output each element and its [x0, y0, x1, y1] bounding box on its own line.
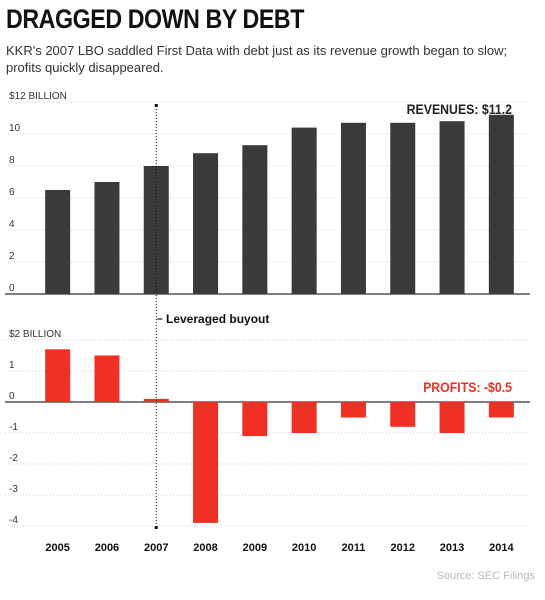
year-label-2014: 2014 — [489, 542, 514, 554]
profit-bar-2006 — [94, 355, 120, 402]
revenue-y-tick-label: 8 — [9, 155, 15, 166]
year-tick-labels: 2005 2006 2007 2008 2009 2010 2011 2012 2013 2014 — [45, 542, 514, 554]
profit-tick-labels: $2 BILLION 1 0 -1 -2 -3 -4 — [9, 329, 61, 526]
year-label-2013: 2013 — [440, 542, 464, 554]
profit-bar-2008 — [193, 402, 219, 523]
revenue-y-tick-label: $12 BILLION — [9, 91, 67, 102]
lbo-annotation-line-bottom-cap — [154, 526, 158, 529]
revenue-bar-2005 — [45, 190, 71, 294]
profit-y-tick-label: $2 BILLION — [9, 329, 61, 340]
revenue-y-tick-label: 2 — [9, 251, 15, 262]
revenue-bar-2009 — [242, 145, 268, 294]
profit-series-label: PROFITS: -$0.5 — [423, 379, 512, 395]
profit-bar-2014 — [488, 402, 514, 418]
profit-y-tick-label: 0 — [9, 391, 15, 402]
source-note: Source: SEC Filings — [436, 570, 535, 582]
year-label-2011: 2011 — [342, 542, 366, 554]
profit-y-tick-label: -2 — [9, 453, 18, 464]
revenue-y-tick-label: 6 — [9, 187, 15, 198]
lbo-annotation-line-top-cap — [154, 104, 158, 107]
revenue-bar-2013 — [439, 121, 465, 294]
profit-bar-2005 — [45, 349, 71, 402]
year-label-2012: 2012 — [391, 542, 415, 554]
profit-y-tick-label: -3 — [9, 484, 18, 495]
year-label-2009: 2009 — [243, 542, 267, 554]
profit-y-tick-label: -4 — [9, 515, 18, 526]
revenue-series-label: REVENUES: $11.2 — [407, 101, 512, 117]
profit-bar-2013 — [439, 402, 465, 433]
lbo-annotation-label: Leveraged buyout — [166, 312, 269, 326]
revenue-bar-2012 — [390, 122, 416, 294]
year-label-2006: 2006 — [95, 542, 119, 554]
profit-y-tick-label: 1 — [9, 360, 15, 371]
revenue-y-tick-label: 4 — [9, 219, 15, 230]
revenue-y-tick-label: 10 — [9, 123, 21, 134]
revenue-y-tick-label: 0 — [9, 283, 15, 294]
revenue-bars — [45, 114, 514, 294]
revenue-tick-labels: $12 BILLION 10 8 6 4 2 0 — [9, 91, 67, 294]
revenue-bar-2011 — [340, 122, 366, 294]
chart-subtitle: KKR's 2007 LBO saddled First Data with d… — [6, 43, 508, 75]
profit-bar-2011 — [340, 402, 366, 418]
revenue-bar-2006 — [94, 182, 120, 294]
profit-bar-2009 — [242, 402, 268, 437]
revenue-bar-2008 — [193, 153, 219, 294]
year-label-2005: 2005 — [45, 542, 69, 554]
lbo-annotation-group — [154, 104, 163, 529]
revenue-bar-2010 — [291, 127, 317, 294]
profit-y-tick-label: -1 — [9, 422, 18, 433]
profit-bars — [45, 349, 514, 523]
revenue-bar-2014 — [488, 114, 514, 294]
profit-bar-2010 — [291, 402, 317, 433]
year-label-2008: 2008 — [193, 542, 217, 554]
year-label-2010: 2010 — [292, 542, 316, 554]
chart-title: DRAGGED DOWN BY DEBT — [6, 4, 305, 34]
year-label-2007: 2007 — [144, 542, 168, 554]
profit-bar-2012 — [390, 402, 416, 427]
